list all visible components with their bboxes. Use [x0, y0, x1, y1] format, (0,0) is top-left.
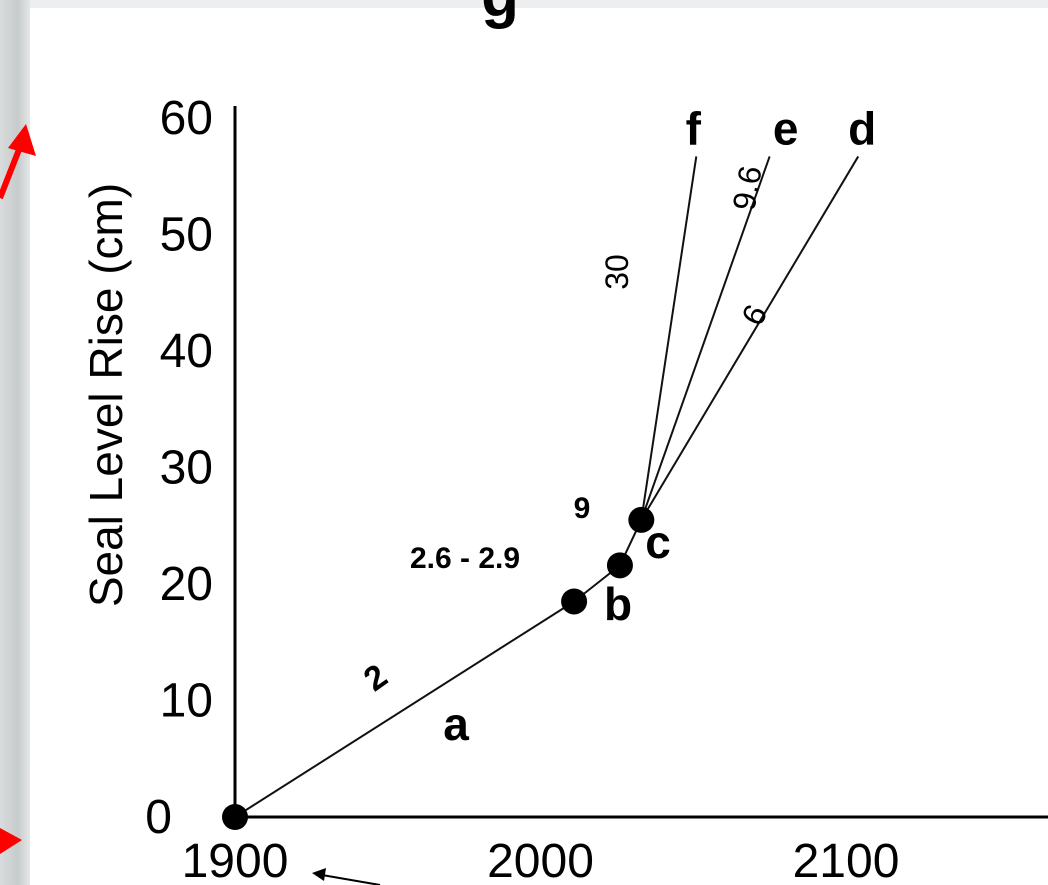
data-point [222, 804, 248, 830]
segment-line [234, 600, 575, 818]
y-tick-label: 50 [160, 209, 213, 262]
x-tick-label: 2100 [793, 835, 900, 885]
annotations: f e d 30 9.6 6 2 2.6 - 2.9 9 a bc [357, 102, 876, 750]
rate-label: 2 [357, 657, 394, 699]
y-tick-label: 30 [160, 442, 213, 495]
projection-name-label: e [773, 102, 799, 154]
rate-label: 9 [574, 492, 591, 525]
projection-name-label: d [848, 102, 876, 154]
y-tick-label: 10 [160, 675, 213, 728]
axes [233, 106, 1048, 819]
projection-name-label: f [686, 102, 702, 154]
y-tick-label: 60 [160, 92, 213, 145]
data-point [561, 588, 588, 615]
data-point [606, 552, 633, 579]
y-axis-label: Seal Level Rise (cm) [80, 183, 132, 607]
rate-label: 6 [734, 299, 774, 331]
page-title-fragment: g [481, 0, 519, 30]
data-points [222, 506, 655, 830]
series-lines [234, 155, 860, 818]
red-arrow-bottom [0, 828, 22, 854]
data-point [628, 506, 655, 533]
pointer-arrow [312, 868, 381, 885]
segment-label: a [443, 698, 469, 750]
projection-line-e [640, 156, 771, 521]
projection-line-f [640, 156, 698, 521]
x-tick-label: 2000 [487, 835, 594, 885]
rate-label: 2.6 - 2.9 [410, 542, 520, 575]
point-label: c [645, 516, 671, 568]
red-arrow-top [0, 124, 36, 200]
tick-labels: 0 10 20 30 40 50 60 1900 2000 2100 [145, 92, 899, 885]
y-tick-label: 20 [160, 558, 213, 611]
projection-line-d [640, 155, 860, 521]
plot-panel [30, 8, 1048, 885]
point-label: b [604, 578, 632, 630]
y-tick-label: 0 [145, 791, 172, 844]
x-tick-label: 1900 [182, 835, 289, 885]
rate-label: 9.6 [726, 163, 769, 213]
rate-label: 30 [599, 254, 635, 290]
y-tick-label: 40 [160, 325, 213, 378]
